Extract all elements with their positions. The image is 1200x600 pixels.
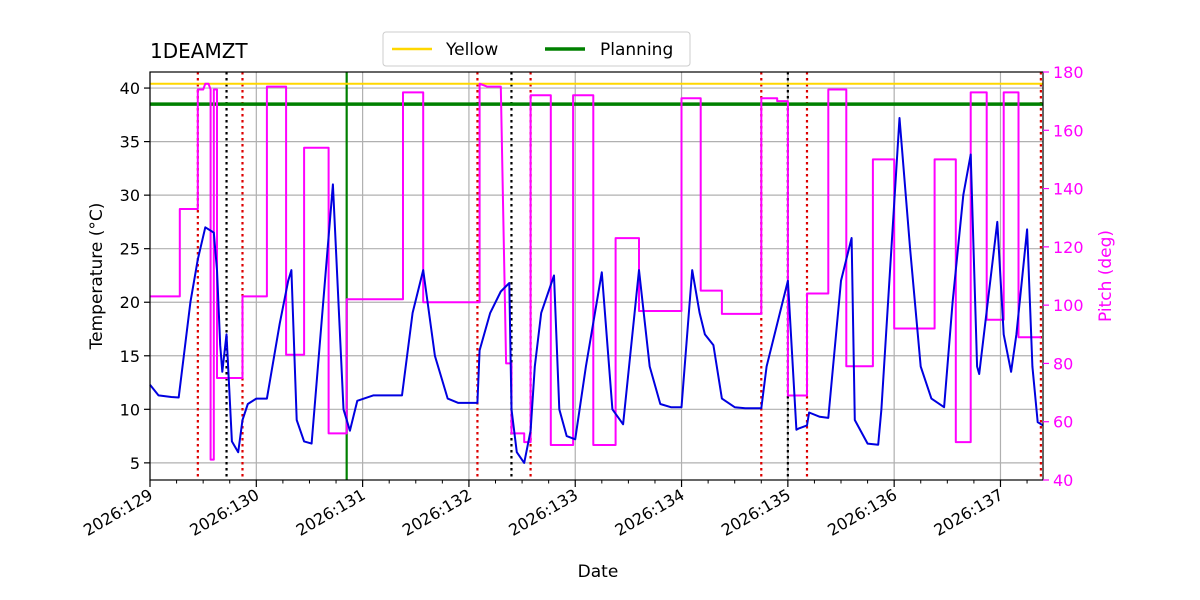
left-tick-label: 25: [120, 240, 140, 259]
right-tick-label: 180: [1053, 63, 1084, 82]
pitch-series: [150, 82, 1041, 461]
right-tick-label: 140: [1053, 180, 1084, 199]
left-axis-ticks: 5 10 15 20 25 30 35 40: [120, 79, 150, 473]
right-axis-ticks: 40 60 80 100 120 140 160 180: [1043, 63, 1084, 490]
right-tick-label: 100: [1053, 296, 1084, 315]
left-tick-label: 30: [120, 186, 140, 205]
legend-box: [382, 31, 691, 67]
left-tick-label: 20: [120, 293, 140, 312]
legend: Yellow Planning: [382, 31, 691, 67]
left-tick-label: 40: [120, 79, 140, 98]
left-tick-label: 5: [130, 454, 140, 473]
x-axis-title: Date: [578, 562, 619, 582]
limit-lines: [150, 82, 1043, 106]
temperature-series: [149, 117, 1044, 464]
chart-title: 1DEAMZT: [150, 39, 248, 63]
left-tick-label: 10: [120, 400, 140, 419]
left-tick-label: 15: [120, 347, 140, 366]
left-axis-title: Temperature (°C): [87, 203, 107, 351]
right-tick-label: 40: [1053, 471, 1073, 490]
pitch-line: [150, 82, 1041, 461]
temperature-line: [149, 117, 1044, 464]
left-tick-label: 35: [120, 133, 140, 152]
legend-label-yellow: Yellow: [445, 40, 498, 60]
right-axis-title: Pitch (deg): [1096, 230, 1116, 322]
plot-frame: [149, 71, 1044, 481]
right-tick-label: 80: [1053, 354, 1073, 373]
right-tick-label: 160: [1053, 121, 1084, 140]
right-tick-label: 120: [1053, 238, 1084, 257]
right-tick-label: 60: [1053, 413, 1073, 432]
legend-label-planning: Planning: [600, 40, 673, 60]
